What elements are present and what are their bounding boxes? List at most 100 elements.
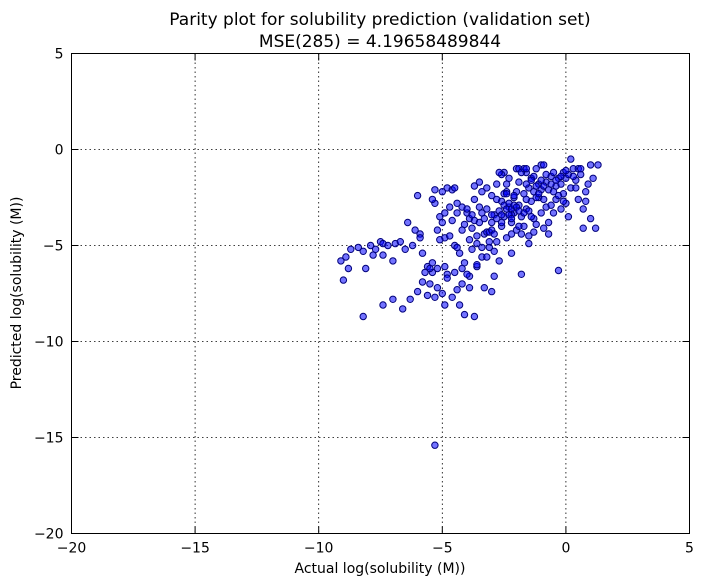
data-point [448,216,456,225]
data-point [458,280,466,288]
data-point [569,172,577,181]
data-point [344,264,353,273]
data-point [428,195,437,204]
data-point [507,230,516,238]
data-point [495,168,503,177]
data-point [478,243,486,252]
data-point [567,155,575,163]
data-point [502,190,511,198]
data-point [544,218,553,227]
data-point [411,226,419,234]
data-point [562,166,570,175]
data-point [574,195,582,204]
grid-lines [71,53,690,534]
y-tick-label: 0 [55,143,64,159]
data-point [463,270,471,278]
data-point [470,195,479,204]
data-point [557,205,565,213]
data-point [379,301,387,309]
data-point [525,239,533,248]
data-point [337,257,345,265]
data-point [389,257,397,265]
data-point [475,178,484,186]
data-point [431,186,439,194]
data-point [530,228,538,236]
data-point [433,264,442,273]
data-point [359,312,367,321]
data-point [490,272,498,280]
data-point [446,203,454,211]
data-point [342,253,350,261]
data-point [517,230,526,238]
data-point [591,224,600,232]
data-point [436,236,444,244]
data-point [406,295,414,303]
data-point [586,161,595,169]
data-point [441,209,449,217]
data-point [384,241,392,250]
data-point [359,247,367,256]
data-point [594,161,602,169]
data-point [460,259,469,267]
data-point [433,226,442,234]
y-tick-label: −15 [34,431,64,447]
data-point [488,191,496,200]
data-point [584,180,592,188]
data-point [522,165,530,173]
x-tick-label: −5 [432,541,453,557]
data-point [589,174,597,183]
data-point [339,276,348,284]
data-points [337,155,602,449]
data-point [557,180,565,188]
data-point [510,191,518,200]
data-point [453,243,461,252]
data-point [453,209,461,217]
data-point [522,195,530,204]
data-point [493,180,501,188]
data-point [443,274,451,282]
data-point [483,205,491,213]
data-point [354,243,362,252]
data-point [502,234,511,242]
x-axis-label: Actual log(solubility (M)) [295,561,466,577]
axis-ticks: −20 −15 −10 −5 0 5 −20 −15 −10 −5 0 5 [34,47,694,557]
data-point [488,287,496,296]
data-point [559,197,568,206]
data-point [366,241,375,250]
data-point [413,287,422,296]
data-point [485,238,493,246]
data-point [582,197,590,206]
data-point [408,241,417,250]
data-point [433,284,442,292]
data-point [468,211,476,219]
x-tick-label: −10 [304,541,334,557]
data-point [527,213,535,221]
data-point [497,218,506,227]
data-point [490,247,498,256]
data-point [495,257,503,265]
data-point [527,176,535,184]
data-point [483,253,491,261]
data-point [423,291,432,300]
data-point [552,176,560,184]
data-point [483,184,491,192]
data-point [453,286,461,294]
data-point [448,293,456,301]
data-point [465,284,474,292]
data-point [515,222,523,231]
data-point [554,191,563,200]
data-point [362,264,370,273]
data-point [413,191,422,200]
data-point [441,262,449,271]
data-point [470,312,479,321]
data-point [458,226,466,234]
chart-title: Parity plot for solubility prediction (v… [169,10,590,30]
data-point [438,188,446,196]
data-point [431,293,439,301]
chart-subtitle: MSE(285) = 4.19658489844 [259,32,501,52]
y-tick-label: 5 [55,47,64,63]
data-point [475,218,484,227]
data-point [579,205,587,213]
y-tick-label: −20 [34,527,64,543]
data-point [488,211,496,219]
